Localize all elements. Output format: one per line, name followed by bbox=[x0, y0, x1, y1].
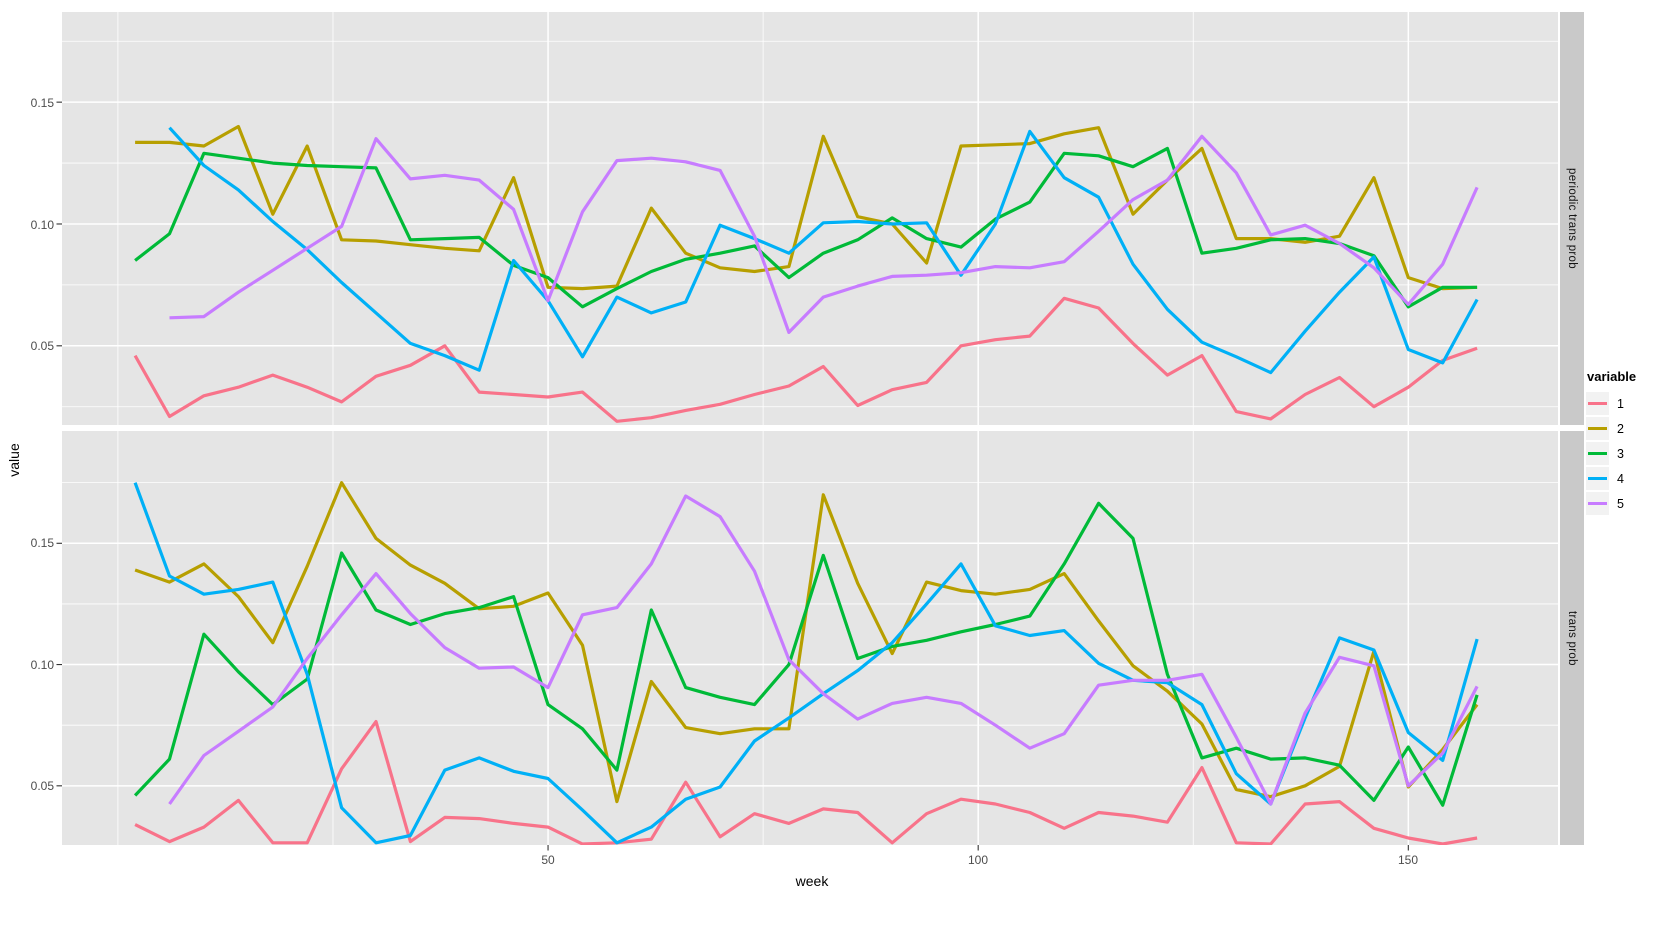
series-line-3 bbox=[134, 146, 1478, 309]
legend-key-swatch bbox=[1586, 392, 1609, 415]
facet-strip-bottom: trans prob bbox=[1560, 431, 1584, 845]
legend-item: 5 bbox=[1586, 491, 1662, 516]
legend-item-label: 1 bbox=[1617, 396, 1624, 411]
x-tick-label: 100 bbox=[967, 853, 989, 867]
legend-key-line bbox=[1588, 502, 1607, 506]
legend-key-swatch bbox=[1586, 417, 1609, 440]
facet-strip-label: trans prob bbox=[1566, 610, 1578, 666]
legend-key-swatch bbox=[1586, 442, 1609, 465]
legend-key-line bbox=[1588, 477, 1607, 481]
legend-key-swatch bbox=[1586, 467, 1609, 490]
facet-strip-label: periodic trans prob bbox=[1566, 168, 1578, 269]
y-tick-label: 0.15 bbox=[30, 536, 54, 550]
legend-item: 1 bbox=[1586, 391, 1662, 416]
facet-panel bbox=[56, 431, 1558, 851]
legend-item-label: 4 bbox=[1617, 471, 1624, 486]
legend-key-line bbox=[1588, 402, 1607, 406]
y-axis-title: value bbox=[6, 443, 22, 477]
legend-key-swatch bbox=[1586, 492, 1609, 515]
series-line-5 bbox=[168, 494, 1479, 806]
y-tick-label: 0.05 bbox=[30, 339, 54, 353]
series-line-4 bbox=[168, 126, 1479, 375]
facet-strip-top: periodic trans prob bbox=[1560, 12, 1584, 425]
x-tick-label: 50 bbox=[541, 853, 555, 867]
legend-item: 3 bbox=[1586, 441, 1662, 466]
series-line-4 bbox=[133, 482, 1479, 845]
series-line-2 bbox=[135, 124, 1478, 291]
legend-item-label: 3 bbox=[1617, 446, 1624, 461]
series-line-1 bbox=[134, 719, 1478, 845]
y-tick-label: 0.10 bbox=[30, 218, 54, 232]
x-axis-title: week bbox=[795, 873, 829, 889]
legend: variable 1 2 3 4 5 bbox=[1586, 369, 1662, 516]
y-tick-label: 0.10 bbox=[30, 658, 54, 672]
legend-key-line bbox=[1588, 427, 1607, 431]
legend-item: 2 bbox=[1586, 416, 1662, 441]
legend-item-label: 2 bbox=[1617, 421, 1624, 436]
legend-item: 4 bbox=[1586, 466, 1662, 491]
legend-title: variable bbox=[1587, 369, 1637, 384]
y-tick-label: 0.15 bbox=[30, 96, 54, 110]
y-tick-label: 0.05 bbox=[30, 779, 54, 793]
x-tick-label: 150 bbox=[1397, 853, 1419, 867]
facet-panel bbox=[56, 12, 1558, 425]
legend-key-line bbox=[1588, 452, 1607, 456]
series-line-1 bbox=[133, 296, 1478, 423]
series-line-5 bbox=[169, 134, 1479, 334]
series-line-3 bbox=[133, 501, 1479, 807]
legend-item-label: 5 bbox=[1617, 496, 1624, 511]
